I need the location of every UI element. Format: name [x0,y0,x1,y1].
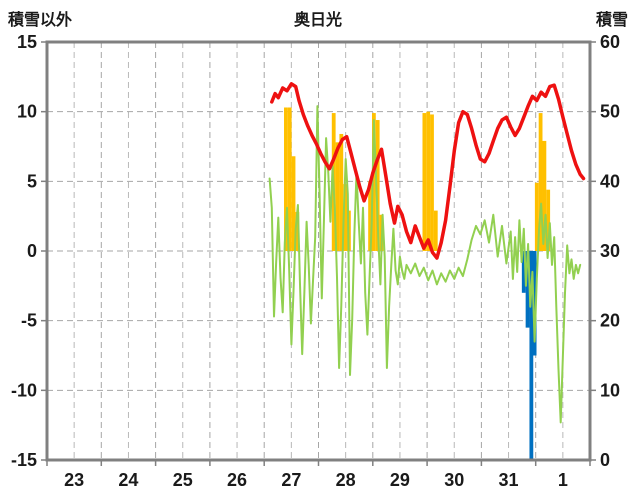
right-axis-tick-label: 0 [600,450,610,470]
x-axis-day-label: 28 [336,470,356,490]
orange-bars-bar [343,184,348,251]
temperature-line [270,82,586,260]
left-axis-tick-label: -5 [21,311,37,331]
orange-bars-bar [534,182,539,251]
orange-bars-bar [375,120,380,251]
orange-bars-bar [368,181,372,251]
orange-bars-bar [433,210,438,251]
left-axis-tick-label: 5 [27,171,37,191]
left-axis-tick-label: 0 [27,241,37,261]
right-axis-tick-label: 20 [600,311,620,331]
left-axis-tick-label: -15 [11,450,37,470]
right-axis-tick-label: 60 [600,32,620,52]
orange-bars-bar [371,113,376,251]
blue-bars-bar [525,251,530,328]
x-axis-day-label: 29 [390,470,410,490]
left-axis-title: 積雪以外 [8,12,73,29]
x-axis-day-label: 27 [281,470,301,490]
orange-bars-bar [295,211,300,251]
blue-bars-bar [532,251,537,356]
left-axis-tick-label: -10 [11,380,37,400]
x-axis-day-label: 25 [173,470,193,490]
right-axis-title: 積雪 [595,12,628,29]
right-axis-tick-label: 40 [600,171,620,191]
left-axis-tick-label: 10 [17,102,37,122]
right-axis-tick-label: 30 [600,241,620,261]
x-axis-day-label: 1 [558,470,568,490]
orange-bars-bar [339,133,344,251]
orange-bars-bar [422,113,427,251]
orange-bars-bar [430,114,434,251]
chart-title: 奥日光 [293,12,342,29]
right-axis-tick-label: 50 [600,102,620,122]
x-axis-day-label: 23 [64,470,84,490]
orange-bars-bar [284,107,288,251]
left-axis-tick-label: 15 [17,32,37,52]
right-axis-tick-label: 10 [600,380,620,400]
orange-bars-bar [542,140,547,251]
x-axis-day-label: 31 [499,470,519,490]
x-axis-day-label: 24 [118,470,138,490]
orange-bars-bar [538,113,543,251]
blue-bars-bar [521,251,526,293]
orange-bars-bar [426,111,431,252]
orange-bars-bar [287,107,292,251]
green-line [268,105,582,424]
orange-bars-bar [546,189,551,251]
blue-bars-bar [529,251,534,460]
orange-bars-bar [291,156,296,251]
orange-bars-bar [335,142,340,251]
x-axis-day-label: 30 [444,470,464,490]
x-axis-day-label: 26 [227,470,247,490]
